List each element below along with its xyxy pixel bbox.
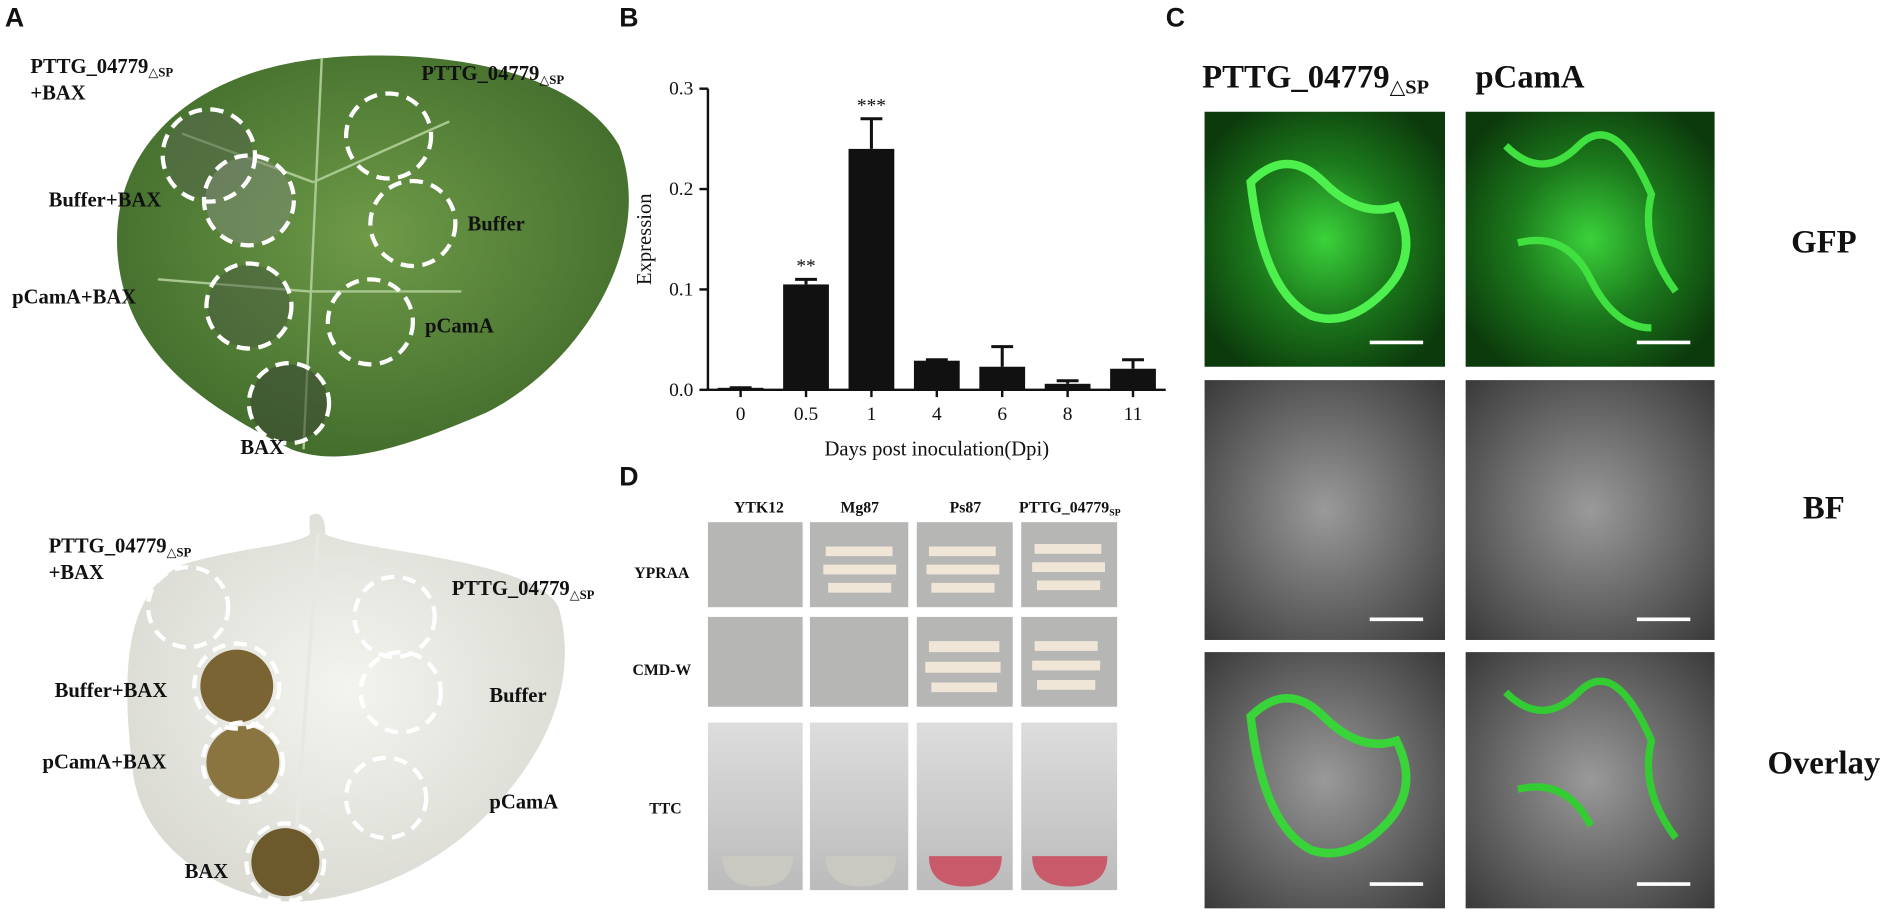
error-bar [1122, 358, 1144, 369]
bar [848, 148, 895, 390]
leaf-label: BAX [240, 437, 284, 459]
leaf-label-sub: △SP [570, 588, 595, 602]
leaf-label: Buffer [489, 685, 546, 707]
panel-label: A [5, 3, 24, 33]
error-bar [991, 345, 1014, 367]
row-label: CMD-W [632, 662, 691, 679]
leaf-label-sub: △SP [148, 66, 173, 80]
column-label: Mg87 [840, 499, 879, 516]
x-tick-label: 4 [932, 404, 942, 425]
x-tick-label: 0.5 [794, 404, 818, 425]
panel-label: D [619, 462, 638, 492]
column-label-main: Ps87 [950, 499, 982, 516]
leaf-photo-bottom [127, 513, 565, 904]
row-label: BF [1803, 491, 1845, 527]
bar [913, 360, 960, 390]
x-tick-label: 8 [1063, 404, 1073, 425]
micrograph-grid [1204, 111, 1715, 909]
bar [979, 366, 1026, 390]
column-label-main: PTTG_04779 [1202, 59, 1390, 95]
x-tick-label: 6 [997, 404, 1007, 425]
error-bar [1056, 379, 1079, 384]
x-tick-label: 1 [867, 404, 877, 425]
leaf-label-sub: △SP [539, 73, 564, 87]
row-label: TTC [649, 801, 681, 818]
leaf-label: PTTG_04779△SP [421, 63, 564, 87]
bar [1044, 383, 1091, 390]
column-label-main: Mg87 [840, 499, 879, 516]
error-bar [795, 277, 817, 285]
leaf-label: BAX [185, 861, 229, 883]
leaf-label-main: PTTG_04779 [30, 56, 148, 78]
column-label-main: pCamA [1475, 59, 1585, 95]
y-axis-title: Expression [634, 193, 656, 285]
y-tick-label: 0.1 [669, 280, 693, 301]
leaf-label-main: PTTG_04779 [452, 578, 570, 600]
row-label: GFP [1791, 225, 1857, 261]
bar [1110, 368, 1156, 390]
leaf-label: Buffer+BAX [55, 680, 168, 702]
assay-photos [707, 522, 1118, 891]
leaf-label: PTTG_04779△SP [49, 536, 192, 560]
leaf-label-line2: +BAX [30, 83, 85, 105]
column-label-sub: SP [1109, 507, 1120, 518]
panel-label: C [1166, 3, 1185, 33]
column-label: YTK12 [734, 499, 784, 516]
column-label: pCamA [1475, 59, 1585, 95]
leaf-label: pCamA [425, 316, 494, 338]
leaf-label: PTTG_04779△SP [452, 578, 595, 602]
leaf-label-sub: △SP [167, 545, 192, 559]
leaf-label: Buffer [468, 214, 525, 236]
x-tick-label: 11 [1124, 404, 1143, 425]
column-label: PTTG_04779△SP [1202, 59, 1429, 98]
leaf-label: pCamA+BAX [43, 752, 167, 774]
leaf-label-main: PTTG_04779 [49, 536, 167, 558]
leaf-label-line2: +BAX [49, 562, 104, 584]
leaf-label-main: PTTG_04779 [421, 63, 539, 85]
column-label-main: PTTG_04779 [1019, 499, 1109, 516]
panel-label: B [619, 3, 638, 33]
column-label: PTTG_04779SP [1019, 499, 1121, 518]
row-label: YPRAA [634, 565, 690, 582]
significance-label: ** [796, 256, 815, 277]
y-tick-label: 0.2 [669, 179, 693, 200]
row-label: Overlay [1767, 746, 1880, 782]
x-axis-title: Days post inoculation(Dpi) [825, 438, 1050, 460]
y-tick-label: 0.0 [669, 380, 693, 401]
bar [783, 284, 829, 390]
error-bar [925, 358, 948, 362]
significance-label: *** [857, 96, 886, 117]
leaf-label: PTTG_04779△SP [30, 56, 173, 80]
leaf-photo-top [117, 55, 629, 457]
leaf-label: Buffer+BAX [49, 189, 162, 211]
column-label: Ps87 [950, 499, 982, 516]
leaf-label: pCamA+BAX [12, 287, 136, 309]
x-tick-label: 0 [736, 404, 746, 425]
column-label-main: YTK12 [734, 499, 784, 516]
error-bar [860, 117, 883, 149]
leaf-label: pCamA [489, 792, 558, 814]
y-tick-label: 0.3 [669, 79, 693, 100]
column-label-sub: △SP [1390, 77, 1429, 99]
